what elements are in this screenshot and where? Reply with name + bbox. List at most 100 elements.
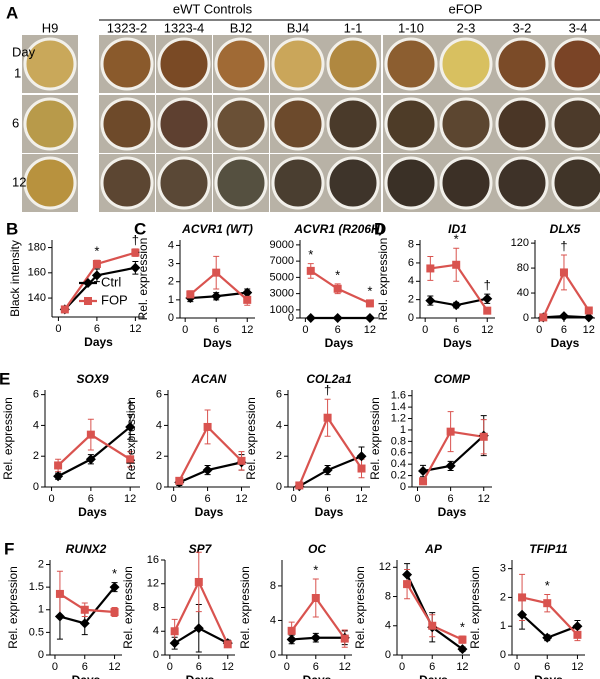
y-tick-label: 0 — [523, 312, 529, 324]
y-tick-label: 3 — [500, 563, 506, 575]
y-axis-label: Rel. expression — [1, 397, 15, 480]
plate-well — [271, 97, 325, 151]
chart-title: ACVR1 (R206H) — [293, 222, 383, 236]
x-tick-label: 6 — [82, 661, 88, 673]
annotation: * — [94, 244, 99, 259]
y-tick-label: 120 — [511, 237, 529, 249]
x-tick-label: 12 — [339, 661, 351, 673]
y-tick-label: 2 — [156, 450, 162, 462]
marker — [323, 413, 332, 422]
x-tick-label: 6 — [544, 661, 550, 673]
y-tick-label: 2 — [168, 276, 174, 288]
plate-well — [495, 156, 549, 210]
plate-well — [384, 97, 438, 151]
x-tick-label: 0 — [182, 324, 188, 336]
x-tick-label: 12 — [129, 323, 141, 335]
marker — [79, 618, 90, 629]
y-tick-label: 1 — [400, 424, 406, 436]
y-tick-label: 3 — [168, 257, 174, 269]
marker — [131, 248, 140, 257]
marker — [125, 421, 136, 432]
annotation: * — [454, 232, 459, 247]
column-label: 1-1 — [344, 20, 363, 35]
legend-label: FOP — [101, 292, 128, 307]
chart: B Black intensity Days 140 160 180 0 6 12 * † Ctrl F… — [6, 219, 145, 349]
marker — [482, 293, 493, 304]
y-tick-label: 0 — [385, 649, 391, 661]
y-tick-label: 140 — [28, 292, 46, 304]
x-tick-label: 0 — [514, 661, 520, 673]
marker — [340, 634, 349, 643]
row-heading: Day — [12, 44, 36, 59]
column-label: BJ2 — [230, 20, 252, 35]
y-axis-label: Rel. expression — [121, 566, 135, 649]
y-tick-label: 8 — [270, 580, 276, 592]
plate-well — [100, 37, 154, 91]
legend-marker — [83, 278, 93, 288]
plate-well — [157, 97, 211, 151]
x-tick-label: 6 — [429, 661, 435, 673]
legend-label: Ctrl — [101, 274, 121, 289]
marker — [310, 632, 321, 643]
y-tick-label: 2 — [38, 558, 44, 570]
y-tick-label: 6 — [408, 257, 414, 269]
x-axis-label: Days — [186, 673, 215, 679]
x-axis-label: Days — [203, 336, 232, 350]
marker — [365, 299, 374, 308]
annotation: * — [545, 578, 550, 593]
y-tick-label: 8 — [408, 238, 414, 250]
marker — [80, 605, 89, 614]
series-line — [178, 425, 243, 482]
chart-title: SP7 — [189, 542, 213, 556]
marker — [126, 455, 135, 464]
plate-well — [214, 156, 268, 210]
series-line — [290, 596, 346, 640]
x-axis-label: Days — [78, 505, 107, 519]
plate-well — [551, 37, 600, 91]
panel-label: E — [0, 369, 10, 388]
plate-well — [495, 37, 549, 91]
y-tick-label: 0.8 — [391, 435, 406, 447]
chart-title: ACVR1 (WT) — [181, 222, 253, 236]
series-line — [542, 270, 590, 318]
annotation: † — [132, 232, 139, 247]
x-tick-label: 12 — [124, 493, 136, 505]
x-tick-label: 0 — [171, 493, 177, 505]
marker — [237, 456, 246, 465]
marker — [333, 284, 342, 293]
y-tick-label: 4 — [33, 419, 39, 431]
x-tick-label: 6 — [453, 324, 459, 336]
y-tick-label: 4 — [156, 419, 162, 431]
x-tick-label: 6 — [94, 323, 100, 335]
plate-well — [551, 156, 600, 210]
chart-title: ACAN — [191, 372, 227, 386]
x-tick-label: 0 — [55, 323, 61, 335]
x-tick-label: 6 — [448, 493, 454, 505]
y-axis-label: Rel. expression — [136, 238, 150, 321]
plate-well — [100, 97, 154, 151]
y-axis-label: Rel. expression — [468, 566, 482, 649]
y-tick-label: 1000 — [270, 304, 294, 316]
x-axis-label: Days — [438, 505, 467, 519]
annotation: † — [560, 238, 567, 253]
plate-well — [271, 156, 325, 210]
marker — [212, 268, 221, 277]
marker — [425, 295, 436, 306]
panel-label: D — [374, 219, 386, 238]
x-tick-label: 0 — [414, 493, 420, 505]
marker — [186, 290, 195, 299]
panel-label: F — [4, 539, 14, 558]
y-tick-label: 1.5 — [29, 581, 44, 593]
y-axis-label: Rel. expression — [353, 566, 367, 649]
x-tick-label: 6 — [335, 324, 341, 336]
x-axis-label: Days — [315, 505, 344, 519]
y-axis-label: Rel. expression — [244, 397, 258, 480]
y-tick-label: 0 — [408, 312, 414, 324]
plate-well — [551, 97, 600, 151]
y-tick-label: 2 — [500, 591, 506, 603]
marker — [54, 461, 63, 470]
marker — [170, 627, 179, 636]
